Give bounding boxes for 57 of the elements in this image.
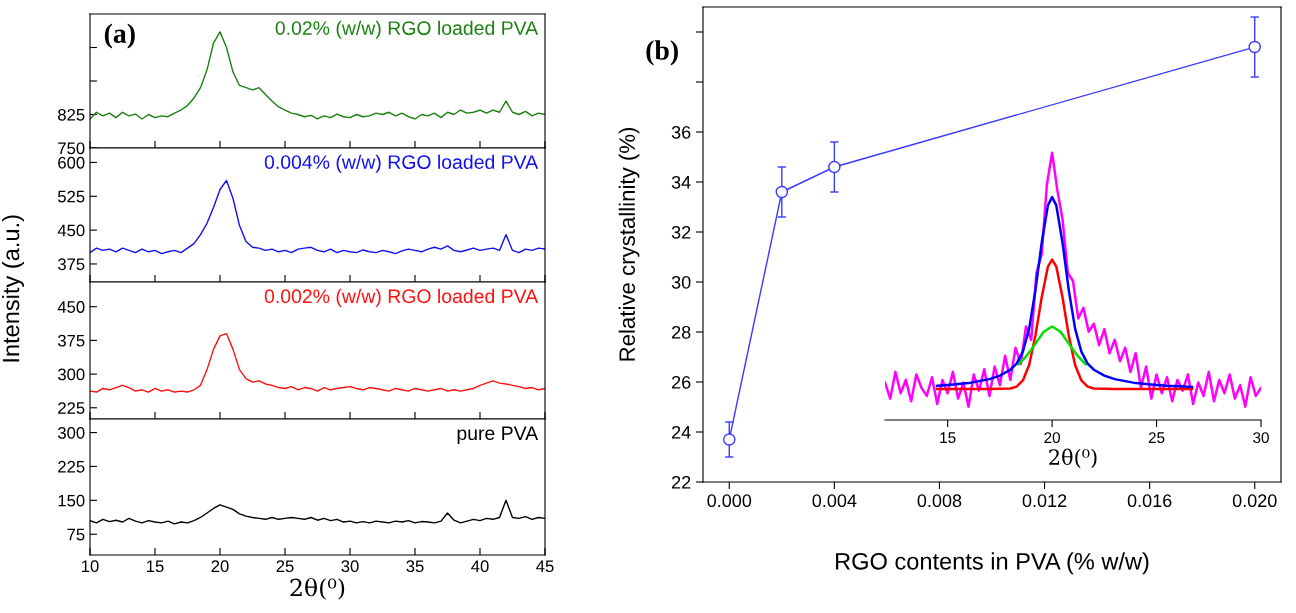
y-axis-title: Relative crystallinity (%) xyxy=(618,127,640,361)
y-tick-label: 22 xyxy=(672,475,691,489)
annotation: (a) xyxy=(104,23,135,49)
y-tick-label: 26 xyxy=(672,375,691,389)
y-tick-label: 28 xyxy=(672,325,691,339)
y-tick-label: 300 xyxy=(57,426,85,439)
x-tick-label: 15 xyxy=(147,560,164,573)
text: 0.02% (w/w) RGO loaded PVA xyxy=(275,20,539,39)
point xyxy=(1248,40,1261,54)
x-tick-label: 0.004 xyxy=(812,494,857,508)
x-tick-label: 25 xyxy=(276,560,294,573)
x-tick-label: 35 xyxy=(406,560,424,573)
x-tick-label: 0.020 xyxy=(1232,494,1277,508)
series-label: 0.004% (w/w) RGO loaded PVA xyxy=(264,154,539,173)
point xyxy=(723,433,736,446)
x-tick-label: 0.000 xyxy=(707,494,752,508)
point xyxy=(775,185,789,199)
y-tick-label: 825 xyxy=(58,108,85,121)
x-axis-title: 2θ(⁰) xyxy=(1049,448,1097,468)
line-series xyxy=(90,332,545,393)
y-axis-title: Intensity (a.u.) xyxy=(2,215,25,362)
y-tick-label: 375 xyxy=(57,258,85,271)
x-tick-label: 30 xyxy=(341,560,359,573)
text: (b) xyxy=(646,40,678,66)
y-tick-label: 75 xyxy=(67,528,85,541)
y-tick-label: 300 xyxy=(57,368,85,381)
y-tick-label: 450 xyxy=(57,301,85,313)
y-tick-label: 375 xyxy=(57,334,85,347)
y-tick-label: 32 xyxy=(671,225,691,239)
y-tick-label: 525 xyxy=(58,190,85,203)
x-tick-label: 15 xyxy=(940,432,956,444)
x-tick-label: 45 xyxy=(536,560,554,573)
y-tick-label: 30 xyxy=(671,275,691,289)
line-series xyxy=(90,179,545,255)
x-tick-label: 0.016 xyxy=(1127,494,1172,508)
x-tick-label: 25 xyxy=(1148,432,1165,444)
x-tick-label: 10 xyxy=(82,560,99,573)
y-tick-label: 24 xyxy=(672,425,691,439)
text: 0.002% (w/w) RGO loaded PVA xyxy=(264,288,539,307)
point xyxy=(828,160,841,174)
x-tick-label: 30 xyxy=(1253,432,1269,444)
x-axis-title: RGO contents in PVA (% w/w) xyxy=(836,552,1149,575)
y-tick-label: 34 xyxy=(671,175,691,189)
y-tick-label: 150 xyxy=(58,494,85,507)
x-tick-label: 20 xyxy=(1044,432,1061,444)
x-tick-label: 40 xyxy=(471,560,489,573)
y-tick-label: 225 xyxy=(58,402,85,414)
y-tick-label: 750 xyxy=(58,142,85,155)
x-tick-label: 0.012 xyxy=(1022,494,1067,508)
y-tick-label: 600 xyxy=(58,156,85,169)
y-tick-label: 450 xyxy=(57,224,85,237)
y-tick-label: 225 xyxy=(58,460,85,473)
text: pure PVA xyxy=(457,426,539,444)
x-axis-title: 2θ(⁰) xyxy=(290,577,345,600)
y-tick-label: 36 xyxy=(671,125,691,139)
x-tick-label: 0.008 xyxy=(917,494,962,508)
x-tick-label: 20 xyxy=(211,560,229,573)
